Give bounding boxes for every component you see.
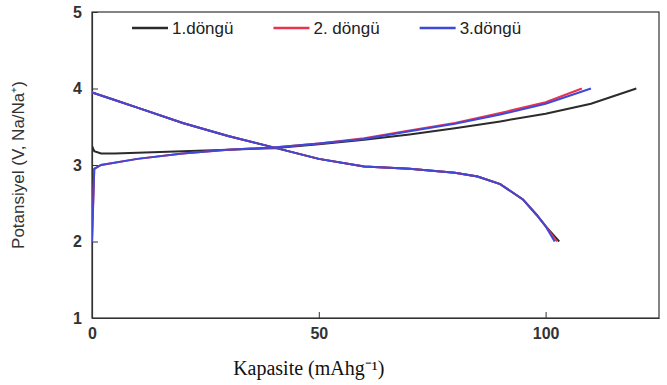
x-axis-title: Kapasite (mAhg⁻¹) (233, 357, 384, 380)
x-tick: 100 (533, 312, 560, 342)
legend-swatch (420, 27, 456, 30)
x-axis: 0 50 100 (88, 312, 659, 342)
legend-item: 3.döngü (420, 19, 521, 38)
y-tick-label: 2 (73, 233, 82, 250)
legend: 1.döngü 2. döngü 3.döngü (132, 19, 521, 38)
legend-label: 1.döngü (172, 19, 233, 38)
y-axis-title: Potansiyel (V, Na/Na⁺) (9, 81, 28, 249)
y-tick: 4 (73, 80, 98, 97)
legend-label: 2. döngü (313, 19, 379, 38)
y-tick-label: 4 (73, 80, 82, 97)
x-tick-label: 50 (310, 325, 328, 342)
plot-frame (92, 12, 659, 318)
y-tick-label: 5 (73, 4, 82, 21)
y-tick-mark (92, 89, 98, 90)
y-tick-label: 1 (73, 310, 82, 327)
series-group (92, 89, 636, 242)
x-tick: 50 (310, 312, 328, 342)
y-tick-label: 3 (73, 157, 82, 174)
legend-label: 3.döngü (460, 19, 521, 38)
y-axis: 1 2 3 4 5 (73, 4, 98, 327)
series-line (92, 89, 591, 242)
y-tick-mark (92, 165, 98, 166)
y-tick-mark (92, 318, 98, 319)
x-tick-mark (319, 312, 320, 318)
y-tick-mark (92, 12, 98, 13)
chart: 0 50 100 1 2 3 4 5 1.döngü 2. döngü 3.döngü Kapasit… (0, 0, 667, 385)
y-tick: 1 (73, 310, 98, 327)
legend-swatch (273, 27, 309, 30)
y-tick: 2 (73, 233, 98, 250)
y-tick: 5 (73, 4, 98, 21)
series-line (92, 89, 636, 242)
legend-swatch (132, 27, 168, 30)
y-tick-mark (92, 242, 98, 243)
x-tick-label: 100 (533, 325, 560, 342)
x-tick-mark (546, 312, 547, 318)
series-line (92, 89, 582, 242)
plot-area: 0 50 100 1 2 3 4 5 1.döngü 2. döngü 3.döngü (73, 4, 659, 343)
x-axis-line (93, 318, 660, 319)
x-tick-label: 0 (88, 325, 97, 342)
legend-item: 2. döngü (273, 19, 379, 38)
legend-item: 1.döngü (132, 19, 233, 38)
